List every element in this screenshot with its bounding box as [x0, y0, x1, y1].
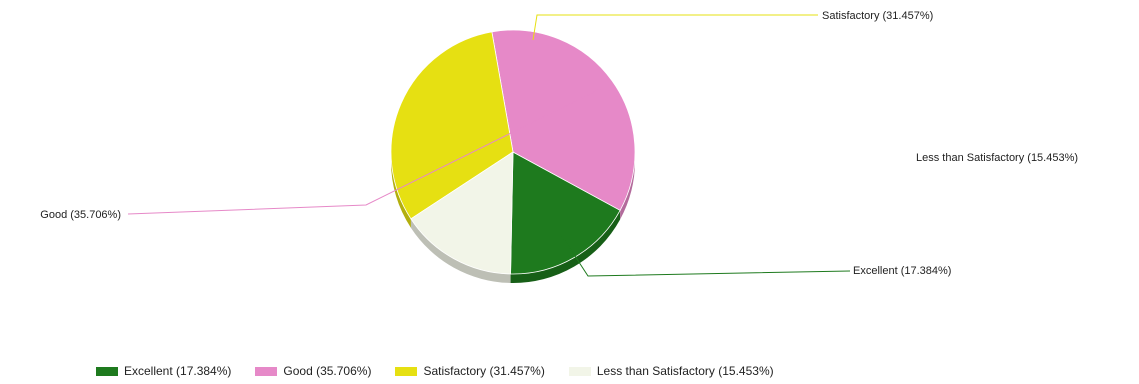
legend-item-excellent: Excellent (17.384%): [96, 364, 231, 378]
legend-item-satisfactory: Satisfactory (31.457%): [395, 364, 545, 378]
pie-slice-good: [491, 29, 636, 211]
leader-line-excellent: [560, 234, 851, 277]
legend-item-good: Good (35.706%): [255, 364, 371, 378]
pie-chart-svg: Excellent (17.384%) Good (35.706%) Satisfa…: [40, 10, 1078, 283]
legend-swatch-good: [255, 366, 278, 376]
legend-label-less-than-satisfactory: Less than Satisfactory (15.453%): [596, 364, 774, 378]
pie-slice-satisfactory: [390, 31, 514, 220]
legend-item-less-than-satisfactory: Less than Satisfactory (15.453%): [568, 364, 774, 378]
pie-slice-excellent: [510, 151, 621, 275]
data-label-good: Good (35.706%): [40, 209, 121, 221]
pie-rim-good: [620, 152, 635, 220]
pie-rim-satisfactory: [391, 152, 411, 228]
data-label-less-than-satisfactory: Less than Satisfactory (15.453%): [916, 152, 1078, 164]
data-label-satisfactory: Satisfactory (31.457%): [822, 10, 933, 22]
pie-rim-excellent: [510, 210, 621, 283]
legend-label-excellent: Excellent (17.384%): [124, 364, 232, 378]
data-label-excellent: Excellent (17.384%): [853, 265, 951, 277]
chart-legend: Excellent (17.384%) Good (35.706%) Satis…: [96, 364, 774, 378]
legend-label-satisfactory: Satisfactory (31.457%): [423, 364, 545, 378]
legend-swatch-less-than-satisfactory: [568, 366, 591, 376]
leader-line-satisfactory: [532, 14, 818, 41]
pie-slice-less-than-satisfactory: [410, 151, 514, 275]
legend-label-good: Good (35.706%): [283, 364, 372, 378]
legend-swatch-satisfactory: [395, 366, 418, 376]
pie-rim-less-than-satisfactory: [410, 218, 511, 283]
leader-line-good: [127, 87, 603, 215]
legend-swatch-excellent: [96, 366, 118, 376]
